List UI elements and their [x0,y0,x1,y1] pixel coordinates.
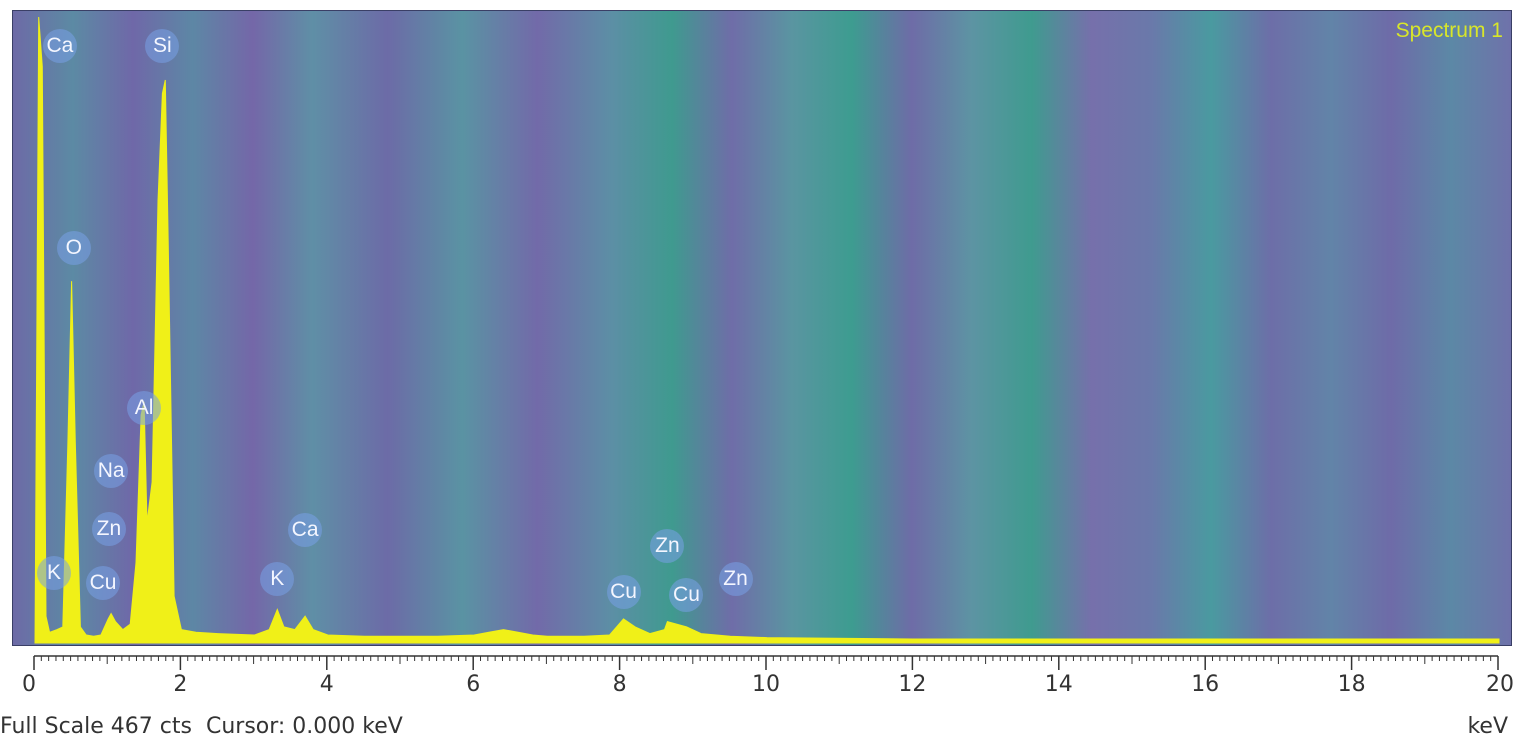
peak-label-al-3[interactable]: Al [127,391,162,426]
status-line: Full Scale 467 cts Cursor: 0.000 keV [0,714,403,739]
peak-label-cu-12[interactable]: Cu [669,577,704,612]
x-tick-label-2: 2 [173,672,188,697]
x-tick-label-10: 10 [752,672,780,697]
peak-label-k-8[interactable]: K [260,561,295,596]
spectrum-series-0 [34,16,1500,644]
x-tick-label-12: 12 [898,672,927,697]
x-tick-label-6: 6 [466,672,481,697]
peak-label-k-6[interactable]: K [37,556,72,591]
spectrum-plot-area[interactable]: Ca Si O Al Na Zn K Cu K Ca Zn Cu Cu Zn Spectrum 1 [12,10,1512,646]
x-tick-label-4: 4 [319,672,334,697]
x-tick-label-8: 8 [612,672,627,697]
peak-label-si-1[interactable]: Si [145,29,180,64]
x-tick-label-18: 18 [1337,672,1366,697]
x-tick-label-16: 16 [1191,672,1220,697]
full-scale-readout: Full Scale 467 cts [0,714,192,739]
peak-label-cu-11[interactable]: Cu [606,575,641,610]
x-axis-unit: keV [1467,714,1508,739]
cursor-readout: Cursor: 0.000 keV [205,714,403,739]
peak-label-zn-13[interactable]: Zn [718,561,753,596]
peak-label-o-2[interactable]: O [56,230,91,265]
peak-label-cu-7[interactable]: Cu [86,565,121,600]
x-tick-label-0: 0 [22,672,36,697]
x-tick-label-20: 20 [1486,672,1514,697]
spectrum-svg [34,16,1500,644]
x-tick-label-14: 14 [1044,672,1073,697]
spectrum-title: Spectrum 1 [1395,19,1503,42]
peak-label-ca-0[interactable]: Ca [42,29,77,64]
peak-label-zn-10[interactable]: Zn [650,529,685,564]
peak-label-zn-5[interactable]: Zn [91,512,126,547]
peak-label-ca-9[interactable]: Ca [288,513,323,548]
x-axis [33,655,1499,670]
peak-label-na-4[interactable]: Na [94,454,129,489]
